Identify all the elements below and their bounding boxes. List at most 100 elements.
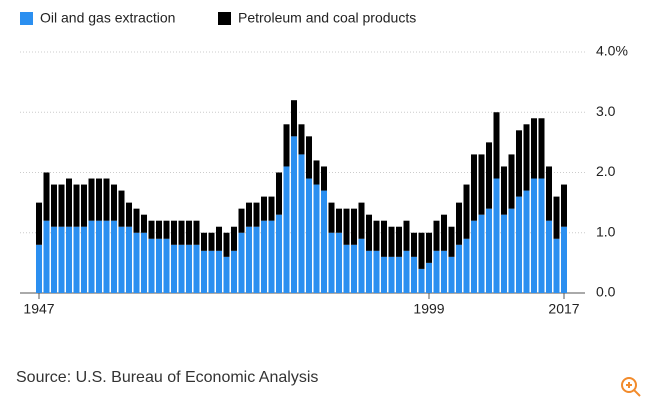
bar [96, 220, 102, 293]
bar [501, 214, 507, 293]
bar [553, 238, 560, 293]
bar [343, 208, 350, 245]
bar [223, 256, 230, 293]
bar [51, 226, 57, 293]
bar [43, 172, 50, 221]
bar [358, 202, 365, 239]
x-tick-label: 1999 [413, 301, 444, 317]
bar [388, 226, 395, 257]
bar [463, 184, 470, 239]
bar [366, 250, 372, 293]
bar [501, 166, 507, 215]
bar [133, 208, 140, 233]
bar [58, 184, 65, 227]
bar [88, 220, 95, 293]
bar [186, 220, 192, 245]
bar [306, 178, 312, 293]
bar [283, 124, 290, 167]
bar [561, 226, 567, 293]
bar [103, 178, 110, 221]
bar [463, 238, 470, 293]
bar [36, 202, 42, 245]
bar [418, 232, 425, 269]
bar [448, 226, 455, 257]
bar [216, 226, 222, 251]
bar [493, 178, 500, 293]
bar [156, 220, 162, 239]
bar [163, 238, 170, 293]
bar [111, 220, 117, 293]
legend-label: Petroleum and coal products [238, 10, 416, 26]
bar [478, 154, 485, 215]
bar [546, 220, 552, 293]
bar [538, 178, 545, 293]
bar [66, 226, 72, 293]
bar [456, 244, 462, 293]
bar [178, 220, 185, 245]
bar [313, 184, 320, 293]
bar [36, 244, 42, 293]
bar [253, 226, 260, 293]
bar [216, 250, 222, 293]
bar [336, 208, 342, 233]
bar [171, 220, 177, 245]
bar [448, 256, 455, 293]
bar [561, 184, 567, 227]
bar [433, 220, 440, 251]
bar [291, 100, 297, 137]
bar [253, 202, 260, 227]
bar [396, 226, 402, 257]
bar [351, 244, 357, 293]
bar [126, 226, 132, 293]
bar [471, 220, 477, 293]
source: Source: U.S. Bureau of Economic Analysis [16, 369, 318, 386]
bar [238, 232, 245, 293]
bar [73, 226, 80, 293]
bar [396, 256, 402, 293]
bar [141, 232, 147, 293]
bar [426, 262, 432, 293]
bar [321, 190, 327, 293]
bar [126, 202, 132, 227]
bar [471, 154, 477, 221]
bar [276, 172, 282, 215]
bar [508, 154, 515, 209]
bar [516, 196, 522, 293]
y-tick-label: 1.0 [596, 223, 616, 239]
bar [426, 232, 432, 263]
bar [313, 160, 320, 185]
bar [171, 244, 177, 293]
bar [403, 220, 410, 251]
bar [306, 136, 312, 179]
zoom-icon[interactable] [621, 377, 641, 397]
bar [343, 244, 350, 293]
bar [321, 166, 327, 191]
bar [148, 238, 155, 293]
bar [411, 232, 417, 257]
bar [523, 124, 530, 191]
bar [73, 184, 80, 227]
y-tick-label: 2.0 [596, 163, 616, 179]
bar [388, 256, 395, 293]
bar [231, 250, 237, 293]
bar [58, 226, 65, 293]
bar [486, 142, 492, 209]
bar [553, 196, 560, 239]
bar [298, 124, 305, 155]
legend-swatch [218, 12, 231, 25]
bar [163, 220, 170, 239]
bar [268, 196, 275, 221]
bar [51, 184, 57, 227]
bar [433, 250, 440, 293]
x-tick-label: 1947 [23, 301, 54, 317]
bar [193, 220, 200, 245]
bar [516, 130, 522, 197]
bar [351, 208, 357, 245]
bar [88, 178, 95, 221]
bar [276, 214, 282, 293]
bar [328, 232, 335, 293]
bar [66, 178, 72, 227]
y-tick-label: 3.0 [596, 103, 616, 119]
bar [43, 220, 50, 293]
